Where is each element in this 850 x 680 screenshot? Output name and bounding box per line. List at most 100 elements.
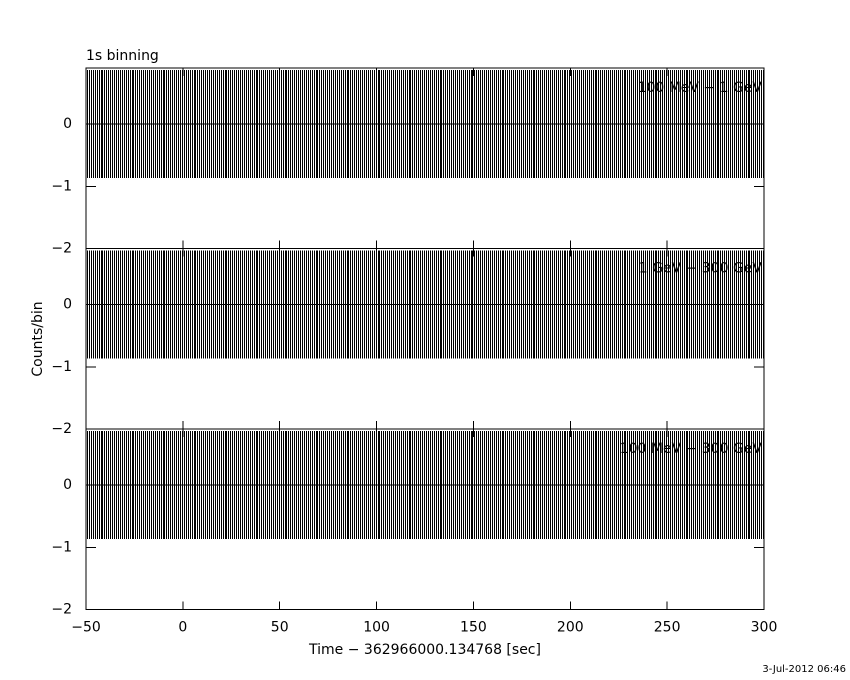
error-bar	[281, 250, 284, 359]
error-bar	[521, 250, 524, 359]
error-bar	[209, 69, 212, 179]
error-bar	[324, 250, 327, 359]
error-bar	[514, 430, 517, 540]
error-bar	[252, 430, 255, 540]
error-bar	[550, 430, 553, 540]
error-bar	[572, 250, 575, 359]
error-bar	[242, 69, 245, 179]
x-tick-label: 300	[751, 620, 778, 636]
error-bar	[589, 430, 592, 540]
error-bar	[364, 430, 367, 540]
error-bar	[213, 430, 216, 540]
error-bar	[535, 430, 538, 540]
error-bar	[510, 250, 513, 359]
error-bar	[574, 250, 577, 359]
error-bar	[607, 250, 610, 359]
error-bar	[268, 250, 271, 359]
error-bar	[628, 69, 631, 179]
error-bar	[155, 430, 158, 540]
error-bar	[341, 430, 344, 540]
error-bar	[616, 430, 619, 540]
error-bar	[713, 430, 716, 540]
error-bar	[229, 430, 232, 540]
error-bar	[213, 69, 216, 179]
error-bar	[694, 250, 697, 359]
error-bar	[430, 250, 433, 359]
error-bar	[260, 430, 263, 540]
error-bar	[709, 250, 712, 359]
error-bar	[186, 250, 189, 359]
error-bar	[640, 250, 642, 359]
error-bar	[231, 250, 234, 359]
error-bar	[486, 430, 489, 540]
error-bar	[450, 69, 453, 179]
error-bar	[384, 430, 387, 540]
error-bar	[558, 69, 561, 179]
error-bar	[221, 250, 224, 359]
error-bar	[440, 430, 443, 540]
error-bar	[301, 250, 303, 359]
error-bar	[610, 430, 613, 540]
error-bar	[643, 250, 646, 359]
error-bar	[397, 250, 400, 359]
error-bar	[382, 250, 385, 359]
y-tick-label: −2	[51, 241, 72, 257]
error-bar	[246, 250, 249, 359]
error-bar	[545, 69, 548, 179]
error-bar	[411, 430, 414, 540]
error-bar	[585, 250, 588, 359]
error-bar	[740, 69, 743, 179]
error-bar	[275, 250, 278, 359]
error-bar	[206, 430, 209, 540]
error-bar	[663, 250, 666, 359]
error-bar	[463, 430, 466, 540]
error-bar	[527, 69, 530, 179]
error-bar	[649, 69, 652, 179]
error-bar	[250, 250, 253, 359]
error-bar	[653, 430, 656, 540]
error-bar	[372, 430, 375, 540]
error-bar	[543, 250, 546, 359]
error-bar	[239, 69, 241, 179]
error-bar	[426, 430, 429, 540]
error-bar	[227, 430, 230, 540]
error-bar	[543, 69, 546, 179]
error-bar	[227, 69, 230, 179]
error-bar	[295, 69, 298, 179]
error-bar	[306, 69, 309, 179]
error-bar	[343, 250, 346, 359]
error-bar	[415, 69, 418, 179]
error-bar	[450, 250, 453, 359]
error-bar	[320, 430, 323, 540]
error-bar	[576, 250, 579, 359]
error-bar	[682, 69, 685, 179]
error-bar	[134, 69, 137, 179]
error-bar	[622, 430, 625, 540]
error-bar	[519, 69, 522, 179]
error-bar	[215, 69, 218, 179]
error-bar	[262, 430, 265, 540]
error-bar	[380, 250, 383, 359]
error-bar	[554, 250, 557, 359]
error-bar	[599, 69, 602, 179]
error-bar	[407, 250, 410, 359]
y-tick-label: −2	[51, 421, 72, 437]
error-bar	[742, 69, 745, 179]
error-bar	[684, 250, 687, 359]
error-bar	[591, 69, 594, 179]
error-bar	[308, 430, 311, 540]
error-bar	[581, 69, 584, 179]
error-bar	[653, 250, 656, 359]
error-bar	[250, 430, 253, 540]
error-bar	[279, 250, 282, 359]
error-bar	[609, 250, 611, 359]
error-bar	[425, 430, 427, 540]
error-bar	[463, 69, 466, 179]
error-bar	[394, 430, 396, 540]
error-bar	[547, 250, 549, 359]
error-bar	[182, 69, 185, 179]
error-bar	[566, 250, 569, 359]
error-bar	[519, 250, 522, 359]
error-bar	[676, 250, 679, 359]
error-bar	[399, 430, 402, 540]
